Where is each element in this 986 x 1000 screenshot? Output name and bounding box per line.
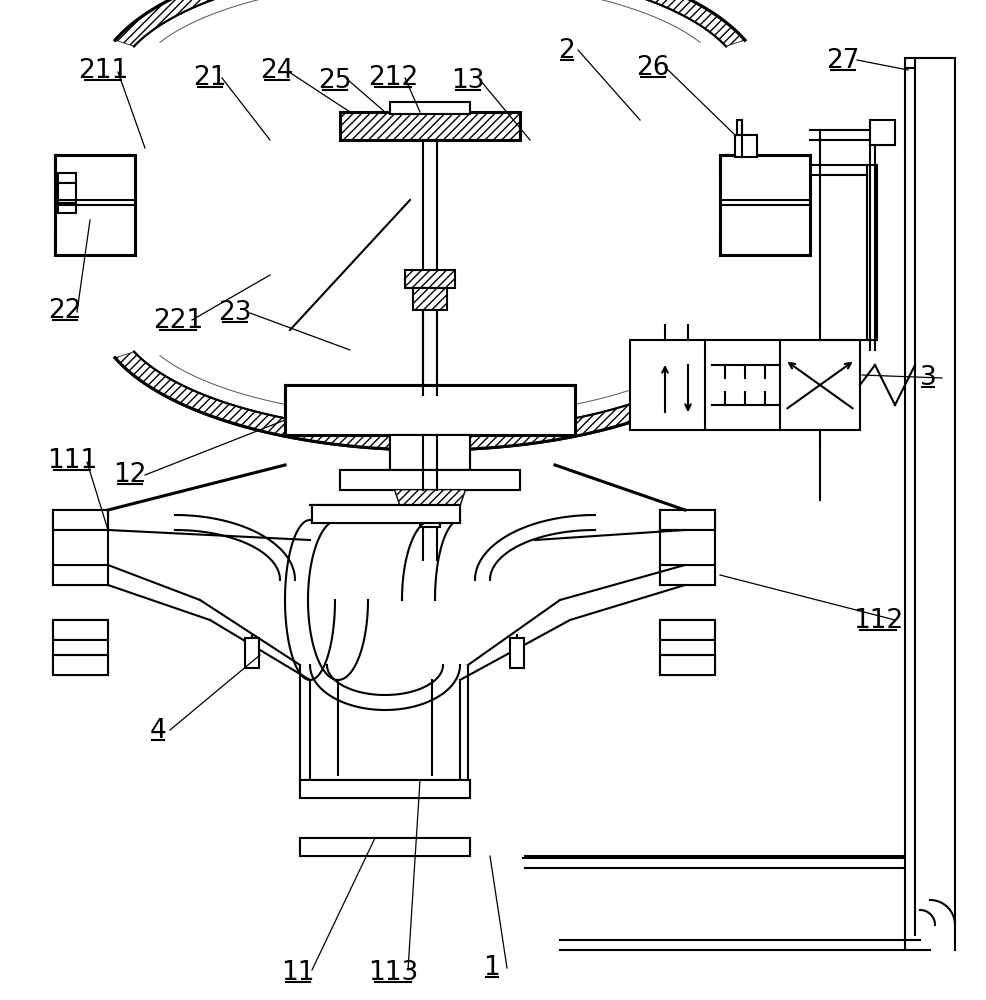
Bar — [245, 638, 258, 668]
Bar — [660, 510, 714, 530]
Bar — [737, 120, 741, 135]
Bar — [339, 112, 520, 140]
Bar — [53, 655, 107, 675]
Text: 4: 4 — [150, 718, 167, 744]
Bar — [300, 780, 469, 798]
Text: 26: 26 — [636, 55, 669, 81]
Bar — [58, 203, 76, 213]
Bar — [300, 780, 469, 798]
Text: 112: 112 — [852, 608, 902, 634]
Text: 11: 11 — [281, 960, 315, 986]
Text: 27: 27 — [825, 48, 859, 74]
Bar — [660, 640, 714, 655]
Text: 211: 211 — [78, 58, 128, 84]
Bar — [719, 233, 810, 255]
Bar — [285, 385, 575, 435]
Bar — [389, 102, 469, 114]
Text: 13: 13 — [451, 68, 484, 94]
Bar — [510, 638, 524, 668]
Bar — [300, 838, 469, 856]
Bar — [53, 565, 107, 585]
Text: 23: 23 — [218, 300, 251, 326]
Bar — [719, 155, 810, 255]
Bar — [53, 640, 107, 655]
Text: 21: 21 — [193, 65, 227, 91]
Bar — [660, 620, 714, 640]
Text: 3: 3 — [919, 365, 936, 391]
Text: 113: 113 — [368, 960, 418, 986]
Text: 111: 111 — [46, 448, 97, 474]
Bar — [300, 838, 469, 856]
Bar — [312, 505, 459, 523]
Text: 25: 25 — [317, 68, 351, 94]
Text: 24: 24 — [260, 58, 294, 84]
Polygon shape — [394, 490, 464, 520]
Bar — [389, 435, 469, 470]
Bar — [53, 620, 107, 640]
Bar — [58, 183, 76, 203]
Bar — [719, 155, 810, 177]
Bar — [53, 510, 107, 530]
Polygon shape — [115, 0, 744, 46]
Bar — [412, 288, 447, 310]
Bar — [58, 173, 76, 183]
Text: 1: 1 — [483, 955, 500, 981]
Bar — [660, 510, 714, 530]
Bar — [404, 270, 455, 288]
Bar — [869, 120, 894, 145]
Bar — [55, 233, 135, 255]
Bar — [660, 655, 714, 675]
Bar — [339, 470, 520, 490]
Bar — [312, 505, 459, 523]
Text: 2: 2 — [558, 38, 575, 64]
Bar — [660, 565, 714, 585]
Bar — [53, 510, 107, 530]
Text: 212: 212 — [368, 65, 418, 91]
Bar — [420, 515, 440, 527]
Bar — [660, 530, 714, 565]
Bar — [285, 385, 575, 413]
Bar — [53, 530, 107, 565]
Bar — [660, 655, 714, 675]
Text: 12: 12 — [113, 462, 147, 488]
Bar — [53, 620, 107, 640]
Bar — [735, 135, 756, 157]
Bar — [339, 470, 520, 490]
Bar — [285, 413, 575, 435]
Bar — [55, 155, 135, 177]
Bar — [389, 435, 469, 470]
Bar — [53, 565, 107, 585]
Polygon shape — [115, 352, 744, 450]
Bar — [629, 340, 859, 430]
Text: 221: 221 — [153, 308, 203, 334]
Bar — [53, 655, 107, 675]
Text: 22: 22 — [48, 298, 82, 324]
Bar — [660, 620, 714, 640]
Polygon shape — [394, 490, 464, 520]
Bar — [660, 565, 714, 585]
Bar — [55, 155, 135, 255]
